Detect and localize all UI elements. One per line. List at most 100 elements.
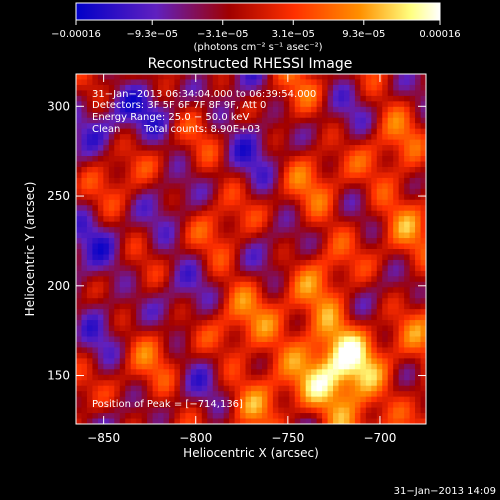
heatmap-cell xyxy=(316,292,323,299)
heatmap-cell xyxy=(371,281,378,288)
heatmap-cell xyxy=(147,396,153,403)
heatmap-cell xyxy=(305,221,312,228)
heatmap-cell xyxy=(81,281,88,288)
heatmap-cell xyxy=(229,276,235,283)
heatmap-cell xyxy=(354,325,361,332)
heatmap-cell xyxy=(382,298,389,305)
heatmap-cell xyxy=(103,106,110,113)
heatmap-cell xyxy=(97,309,104,316)
heatmap-cell xyxy=(327,341,334,348)
heatmap-cell xyxy=(152,402,159,408)
heatmap-cell xyxy=(207,292,214,299)
heatmap-cell xyxy=(234,84,241,91)
heatmap-cell xyxy=(371,292,378,299)
heatmap-cell xyxy=(163,418,170,425)
heatmap-cell xyxy=(354,123,361,130)
heatmap-cell xyxy=(409,347,416,354)
heatmap-cell xyxy=(305,95,312,102)
heatmap-cell xyxy=(103,341,110,348)
heatmap-cell xyxy=(179,210,186,217)
heatmap-cell xyxy=(240,320,246,326)
heatmap-cell xyxy=(92,145,99,151)
heatmap-cell xyxy=(300,281,307,288)
heatmap-cell xyxy=(240,221,246,228)
heatmap-cell xyxy=(420,166,427,173)
heatmap-cell xyxy=(376,265,383,272)
heatmap-cell xyxy=(305,363,312,370)
heatmap-cell xyxy=(349,358,356,365)
heatmap-cell xyxy=(152,188,159,195)
heatmap-cell xyxy=(174,325,181,332)
heatmap-cell xyxy=(398,281,405,288)
heatmap-cell xyxy=(190,112,197,119)
heatmap-cell xyxy=(152,166,159,173)
heatmap-cell xyxy=(114,270,121,277)
heatmap-cell xyxy=(382,205,389,212)
heatmap-cell xyxy=(152,276,159,283)
heatmap-cell xyxy=(245,112,252,119)
heatmap-cell xyxy=(218,303,225,310)
heatmap-cell xyxy=(229,259,235,266)
heatmap-cell xyxy=(168,276,175,283)
heatmap-cell xyxy=(251,128,257,135)
heatmap-cell xyxy=(168,249,175,255)
heatmap-cell xyxy=(97,413,104,419)
heatmap-cell xyxy=(218,101,225,108)
observation-info: 31−Jan−2013 06:34:04.000 to 06:39:54.000… xyxy=(92,89,316,410)
heatmap-cell xyxy=(207,128,214,135)
heatmap-cell xyxy=(289,352,296,359)
heatmap-cell xyxy=(333,101,339,108)
heatmap-cell xyxy=(376,90,383,97)
heatmap-cell xyxy=(354,199,361,206)
heatmap-cell xyxy=(179,161,186,168)
heatmap-cell xyxy=(119,238,126,244)
heatmap-cell xyxy=(294,281,301,288)
heatmap-cell xyxy=(147,374,153,381)
heatmap-cell xyxy=(300,352,307,359)
heatmap-cell xyxy=(174,249,181,255)
heatmap-cell xyxy=(267,134,274,141)
heatmap-cell xyxy=(212,205,219,212)
heatmap-cell xyxy=(415,352,421,359)
heatmap-cell xyxy=(147,150,153,157)
heatmap-cell xyxy=(218,385,225,392)
heatmap-cell xyxy=(333,407,339,414)
heatmap-cell xyxy=(212,90,219,97)
heatmap-cell xyxy=(283,134,290,141)
heatmap-cell xyxy=(168,90,175,97)
heatmap-cell xyxy=(92,385,99,392)
heatmap-cell xyxy=(212,227,219,233)
heatmap-cell xyxy=(158,363,164,370)
heatmap-cell xyxy=(311,369,318,376)
heatmap-cell xyxy=(404,95,410,102)
heatmap-cell xyxy=(267,418,274,425)
heatmap-cell xyxy=(251,402,257,408)
heatmap-cell xyxy=(256,161,263,168)
heatmap-cell xyxy=(234,385,241,392)
heatmap-cell xyxy=(163,358,170,365)
heatmap-cell xyxy=(229,232,235,239)
heatmap-cell xyxy=(338,128,345,135)
heatmap-cell xyxy=(294,150,301,157)
heatmap-cell xyxy=(114,188,121,195)
heatmap-cell xyxy=(179,314,186,321)
heatmap-cell xyxy=(420,145,427,151)
heatmap-cell xyxy=(108,199,115,206)
heatmap-cell xyxy=(108,303,115,310)
heatmap-cell xyxy=(294,352,301,359)
heatmap-cell xyxy=(245,265,252,272)
heatmap-cell xyxy=(283,309,290,316)
heatmap-cell xyxy=(212,194,219,201)
heatmap-cell xyxy=(316,380,323,387)
heatmap-cell xyxy=(294,210,301,217)
heatmap-cell xyxy=(327,418,334,425)
heatmap-cell xyxy=(196,287,203,294)
heatmap-cell xyxy=(147,413,153,419)
heatmap-cell xyxy=(360,336,367,343)
heatmap-cell xyxy=(311,199,318,206)
heatmap-cell xyxy=(81,347,88,354)
heatmap-cell xyxy=(278,270,285,277)
heatmap-cell xyxy=(382,352,389,359)
heatmap-cell xyxy=(338,210,345,217)
heatmap-cell xyxy=(229,363,235,370)
